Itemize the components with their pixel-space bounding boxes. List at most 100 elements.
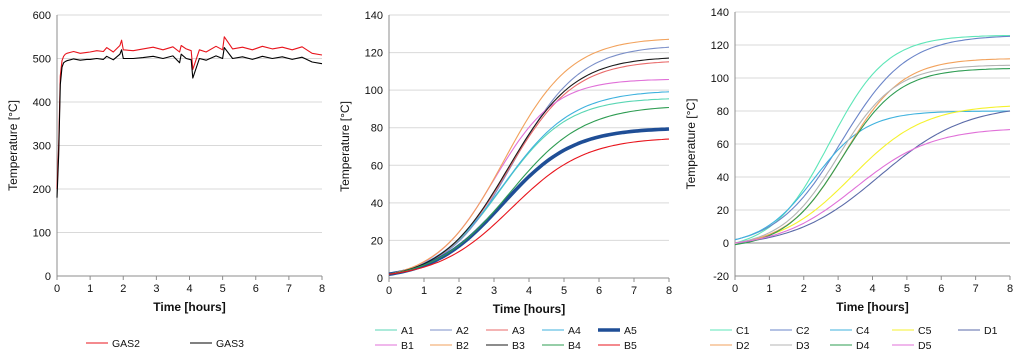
- y-tick-label: -20: [713, 271, 729, 283]
- y-axis-title: Temperature [°C]: [6, 100, 20, 191]
- legend-label-d1: D1: [984, 325, 998, 337]
- series-line-c4: [734, 110, 1010, 241]
- series-line-a4: [388, 91, 670, 275]
- x-tick-label: 6: [596, 285, 602, 297]
- y-tick-label: 120: [711, 40, 729, 52]
- chart-1: 0 100 200 300 400 500 600 0 1 2 3 4 5 6 7 8 Time [hours]…: [6, 10, 325, 350]
- series-line-d1: [734, 110, 1011, 244]
- x-tick-label: 8: [1007, 283, 1013, 295]
- series-line-b3: [388, 57, 670, 275]
- y-tick-label: 140: [711, 7, 729, 19]
- legend-label-gas3: GAS3: [216, 338, 244, 350]
- series-line-a3: [388, 61, 670, 275]
- y-tick-label: 100: [33, 228, 51, 240]
- y-tick-label: 20: [717, 205, 729, 217]
- legend-label-c2: C2: [796, 325, 810, 337]
- series-line-b5: [388, 138, 670, 275]
- legend-label-b2: B2: [456, 340, 469, 352]
- series-line-d3: [734, 64, 1010, 244]
- legend-label-d5: D5: [918, 340, 932, 352]
- x-tick-label: 8: [319, 283, 325, 295]
- y-tick-label: 140: [365, 10, 383, 22]
- legend-label-b1: B1: [401, 340, 414, 352]
- x-tick-label: 1: [421, 285, 427, 297]
- y-tick-label: 40: [371, 198, 383, 210]
- x-tick-label: 2: [120, 283, 126, 295]
- y-axis-title: Temperature [°C]: [684, 99, 698, 190]
- x-axis-title: Time [hours]: [836, 300, 908, 314]
- series-line-d4: [734, 68, 1011, 246]
- x-tick-label: 4: [869, 283, 875, 295]
- y-tick-label: 120: [365, 48, 383, 60]
- series-line-c1: [734, 34, 1010, 244]
- x-tick-label: 1: [87, 283, 93, 295]
- x-axis-title: Time [hours]: [153, 300, 225, 314]
- series-line-gas3: [56, 47, 323, 198]
- x-tick-label: 6: [938, 283, 944, 295]
- series-line-d5: [734, 129, 1011, 244]
- y-tick-label: 200: [33, 184, 51, 196]
- x-tick-label: 7: [286, 283, 292, 295]
- series-line-b2: [388, 38, 670, 275]
- y-tick-label: 100: [365, 85, 383, 97]
- x-tick-label: 5: [220, 283, 226, 295]
- x-tick-label: 4: [186, 283, 192, 295]
- legend-label-a5: A5: [624, 325, 637, 337]
- x-tick-label: 5: [904, 283, 910, 295]
- legend-label-b3: B3: [512, 340, 525, 352]
- x-tick-label: 0: [386, 285, 392, 297]
- legend-label-a1: A1: [401, 325, 414, 337]
- x-tick-label: 5: [561, 285, 567, 297]
- series-line-c2: [734, 35, 1011, 241]
- legend-label-b4: B4: [568, 340, 581, 352]
- series-line-d2: [734, 58, 1011, 244]
- series-line-a1: [388, 98, 670, 275]
- y-axis-title: Temperature [°C]: [338, 101, 352, 192]
- legend-label-c1: C1: [736, 325, 750, 337]
- series-line-c5: [734, 105, 1011, 244]
- x-tick-label: 2: [456, 285, 462, 297]
- x-tick-label: 1: [766, 283, 772, 295]
- y-tick-label: 500: [33, 54, 51, 66]
- y-tick-label: 0: [723, 238, 729, 250]
- x-tick-label: 6: [253, 283, 259, 295]
- y-tick-label: 300: [33, 141, 51, 153]
- y-tick-label: 40: [717, 172, 729, 184]
- y-tick-label: 80: [717, 106, 729, 118]
- x-tick-label: 7: [631, 285, 637, 297]
- legend-label-c4: C4: [856, 325, 870, 337]
- legend-label-gas2: GAS2: [112, 338, 140, 350]
- x-tick-label: 7: [973, 283, 979, 295]
- series-line-gas2: [56, 36, 323, 190]
- y-tick-label: 20: [371, 235, 383, 247]
- x-tick-label: 3: [491, 285, 497, 297]
- x-tick-label: 0: [732, 283, 738, 295]
- legend-label-c5: C5: [918, 325, 932, 337]
- x-tick-label: 0: [54, 283, 60, 295]
- legend-label-d4: D4: [856, 340, 870, 352]
- chart-2: 0 20 40 60 80 100 120 140 0 1 2 3 4 5 6 7 8 Time [hours] T…: [338, 10, 672, 352]
- y-tick-label: 0: [45, 271, 51, 283]
- x-axis-title: Time [hours]: [493, 302, 565, 316]
- y-tick-label: 0: [377, 273, 383, 285]
- legend-label-d3: D3: [796, 340, 810, 352]
- x-tick-label: 3: [835, 283, 841, 295]
- y-tick-label: 60: [717, 139, 729, 151]
- x-tick-label: 2: [801, 283, 807, 295]
- y-tick-label: 60: [371, 160, 383, 172]
- y-tick-label: 100: [711, 73, 729, 85]
- y-tick-label: 80: [371, 123, 383, 135]
- x-tick-label: 8: [666, 285, 672, 297]
- legend-label-a2: A2: [456, 325, 469, 337]
- legend-label-b5: B5: [624, 340, 637, 352]
- legend-label-a3: A3: [512, 325, 525, 337]
- legend-label-d2: D2: [736, 340, 750, 352]
- x-tick-label: 4: [526, 285, 532, 297]
- x-tick-label: 3: [153, 283, 159, 295]
- legend-label-a4: A4: [568, 325, 581, 337]
- series-line-b4: [388, 106, 670, 275]
- y-tick-label: 400: [33, 97, 51, 109]
